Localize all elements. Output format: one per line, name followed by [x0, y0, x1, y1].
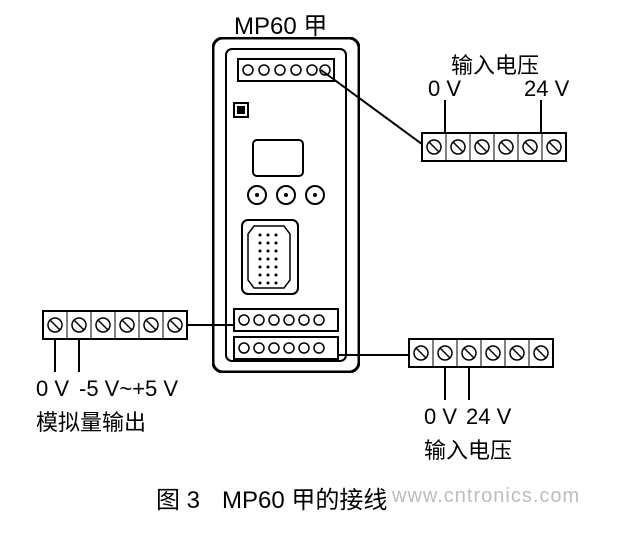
figure-caption-prefix: 图 3 — [156, 480, 200, 515]
bottom-left-l1-left: 0 V — [36, 376, 69, 402]
bottom-left-l2: 模拟量输出 — [36, 405, 146, 437]
bottom-left-terminal — [42, 310, 192, 374]
figure-caption-text: MP60 甲的接线 — [222, 480, 387, 515]
bottom-right-l1-right: 24 V — [466, 404, 511, 430]
watermark-text: www.cntronics.com — [392, 485, 580, 508]
top-right-terminal — [421, 100, 571, 164]
bottom-left-l1-right: -5 V~+5 V — [79, 376, 178, 402]
top-right-right-label: 24 V — [524, 76, 569, 102]
top-right-left-label: 0 V — [428, 76, 461, 102]
bottom-right-l1-left: 0 V — [424, 404, 457, 430]
bottom-right-terminal — [408, 338, 558, 402]
bottom-right-l2: 输入电压 — [424, 433, 512, 465]
